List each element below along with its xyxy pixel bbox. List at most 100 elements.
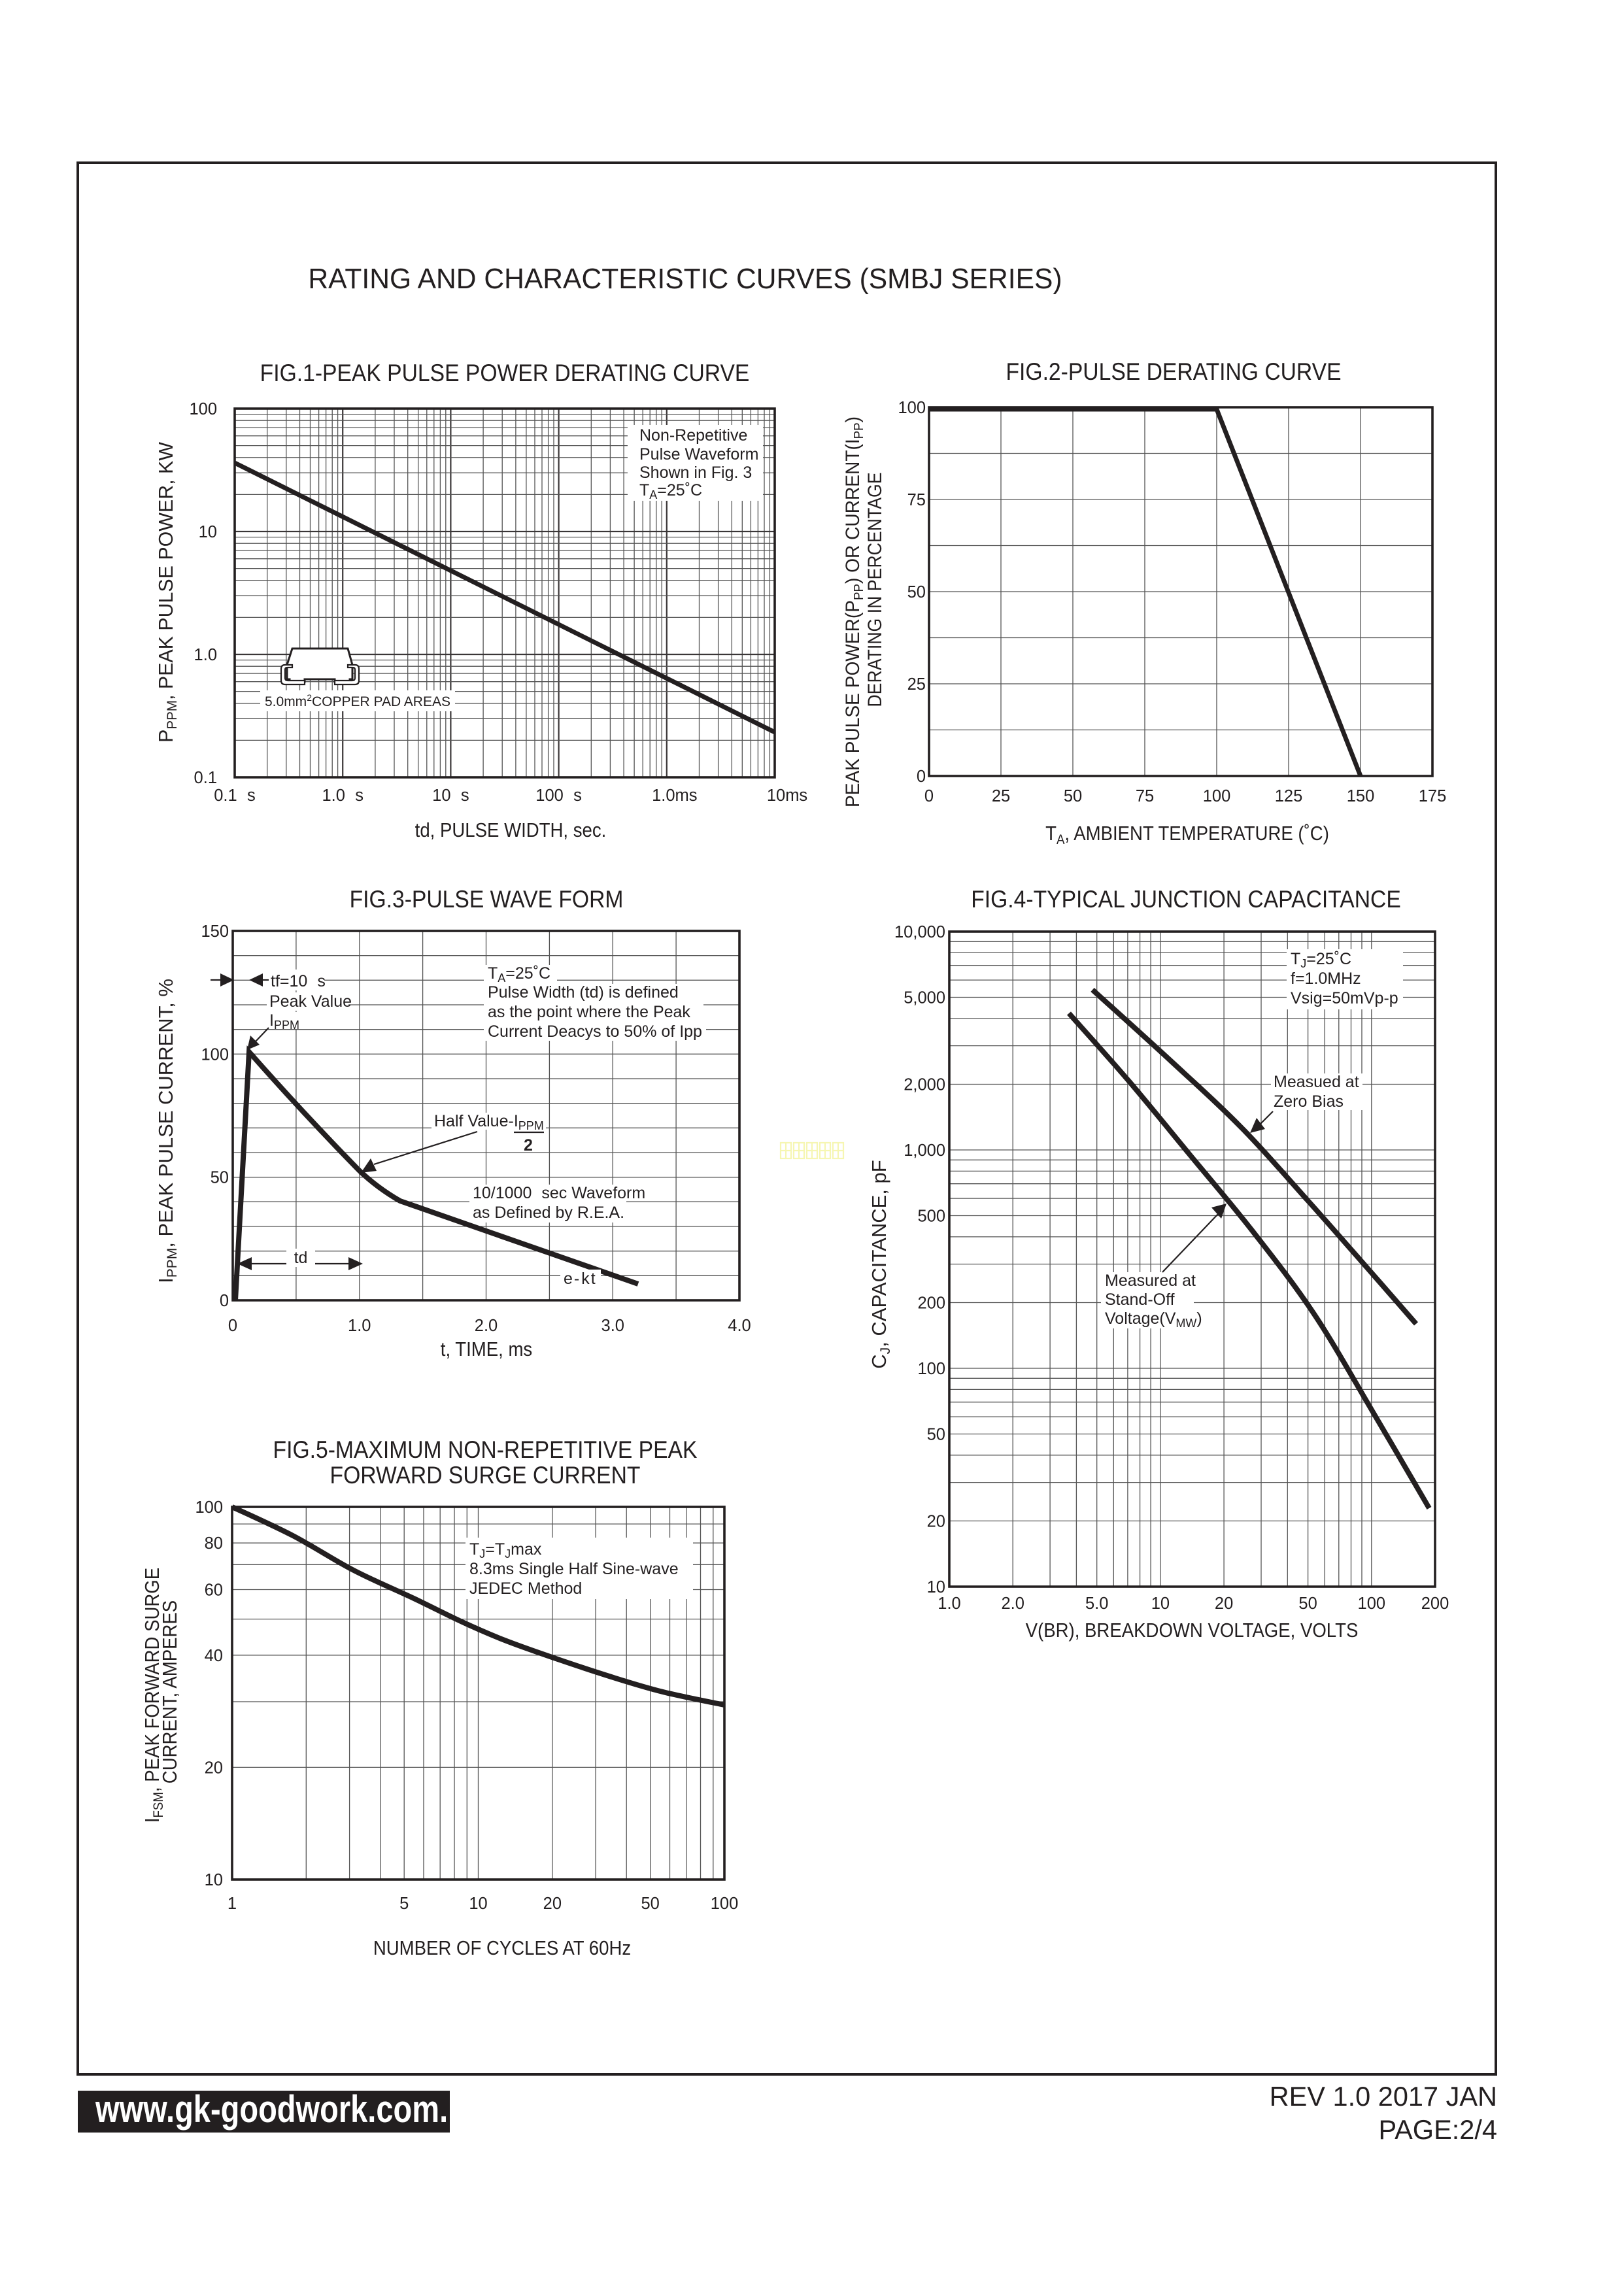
- svg-text:CURRENT, AMPERES: CURRENT, AMPERES: [159, 1600, 182, 1783]
- svg-text:50: 50: [927, 1426, 945, 1444]
- svg-text:20: 20: [205, 1759, 223, 1777]
- svg-text:100: 100: [711, 1895, 739, 1913]
- svg-text:8.3ms Single Half Sine-wave: 8.3ms Single Half Sine-wave: [469, 1560, 679, 1578]
- svg-text:PEAK PULSE POWER(PPP​) OR CURR: PEAK PULSE POWER(PPP​) OR CURRENT(IPP​): [842, 416, 866, 807]
- svg-text:75: 75: [907, 491, 926, 509]
- svg-text:1.0: 1.0: [194, 646, 217, 664]
- svg-text:100: 100: [917, 1360, 945, 1378]
- svg-text:20: 20: [543, 1895, 562, 1913]
- svg-text:10: 10: [199, 523, 217, 541]
- svg-text:1.0 s: 1.0 s: [322, 786, 364, 805]
- svg-text:FORWARD SURGE CURRENT: FORWARD SURGE CURRENT: [330, 1462, 641, 1489]
- svg-text:td: td: [294, 1249, 308, 1267]
- svg-text:5.0mm2​COPPER PAD AREAS: 5.0mm2​COPPER PAD AREAS: [265, 692, 450, 709]
- svg-text:f=1.0MHz: f=1.0MHz: [1291, 970, 1361, 988]
- svg-text:150: 150: [201, 922, 229, 941]
- svg-text:50: 50: [1064, 787, 1082, 805]
- svg-text:TA​=25˚C: TA​=25˚C: [488, 964, 550, 985]
- svg-text:Zero Bias: Zero Bias: [1274, 1092, 1344, 1111]
- svg-text:1.0: 1.0: [938, 1594, 960, 1613]
- svg-text:1,000: 1,000: [904, 1141, 945, 1160]
- svg-text:10: 10: [927, 1578, 945, 1596]
- svg-text:2,000: 2,000: [904, 1075, 945, 1094]
- svg-text:0: 0: [917, 767, 926, 786]
- svg-text:Non-Repetitive: Non-Repetitive: [639, 426, 747, 445]
- svg-text:Measued at: Measued at: [1274, 1073, 1359, 1091]
- svg-text:TJ​=25˚C: TJ​=25˚C: [1291, 950, 1351, 970]
- svg-text:25: 25: [907, 675, 926, 694]
- svg-text:JEDEC Method: JEDEC Method: [469, 1579, 582, 1598]
- svg-text:0: 0: [228, 1317, 237, 1335]
- svg-text:100: 100: [1203, 787, 1231, 805]
- svg-text:1.0ms: 1.0ms: [652, 786, 697, 805]
- svg-text:10ms: 10ms: [767, 786, 807, 805]
- svg-text:200: 200: [917, 1294, 945, 1312]
- svg-text:Pulse Width (td) is defined: Pulse Width (td) is defined: [488, 983, 679, 1002]
- svg-text:10: 10: [205, 1871, 223, 1889]
- svg-text:TA​=25˚C: TA​=25˚C: [639, 481, 702, 501]
- svg-text:Shown in Fig. 3: Shown in Fig. 3: [639, 464, 752, 482]
- svg-text:Current Deacys to 50% of Ipp: Current Deacys to 50% of Ipp: [488, 1022, 702, 1041]
- svg-text:25: 25: [992, 787, 1010, 805]
- svg-text:20: 20: [927, 1512, 945, 1530]
- svg-text:5,000: 5,000: [904, 989, 945, 1007]
- svg-text:5: 5: [399, 1895, 409, 1913]
- svg-text:4.0: 4.0: [728, 1317, 751, 1335]
- svg-text:100 s: 100 s: [535, 786, 582, 805]
- svg-text:1: 1: [228, 1895, 237, 1913]
- svg-text:75: 75: [1136, 787, 1154, 805]
- svg-text:FIG.1-PEAK PULSE POWER DERATIN: FIG.1-PEAK PULSE POWER DERATING CURVE: [260, 360, 750, 387]
- svg-text:CJ​, CAPACITANCE, pF: CJ​, CAPACITANCE, pF: [868, 1160, 893, 1368]
- svg-text:10: 10: [1151, 1594, 1170, 1613]
- svg-text:t, TIME, ms: t, TIME, ms: [441, 1338, 532, 1361]
- svg-text:100: 100: [195, 1498, 223, 1517]
- svg-text:FIG.5-MAXIMUM NON-REPETITIVE P: FIG.5-MAXIMUM NON-REPETITIVE PEAK: [273, 1437, 698, 1464]
- svg-text:www.gk-goodwork.com.: www.gk-goodwork.com.: [95, 2088, 448, 2131]
- svg-text:tf=10 s: tf=10 s: [271, 972, 326, 990]
- svg-text:as Defined by R.E.A.: as Defined by R.E.A.: [473, 1204, 624, 1222]
- svg-text:125: 125: [1275, 787, 1303, 805]
- svg-text:2.0: 2.0: [475, 1317, 498, 1335]
- svg-text:10,000: 10,000: [894, 923, 945, 941]
- svg-text:50: 50: [641, 1895, 659, 1913]
- svg-text:Measured at: Measured at: [1105, 1272, 1196, 1290]
- svg-text:2.0: 2.0: [1001, 1594, 1024, 1613]
- svg-text:40: 40: [205, 1647, 223, 1665]
- svg-text:TA​, AMBIENT TEMPERATURE (˚C): TA​, AMBIENT TEMPERATURE (˚C): [1045, 822, 1329, 848]
- svg-text:0: 0: [220, 1292, 229, 1310]
- svg-text:100: 100: [1358, 1594, 1386, 1613]
- svg-text:V(BR), BREAKDOWN VOLTAGE, VOLT: V(BR), BREAKDOWN VOLTAGE, VOLTS: [1026, 1619, 1359, 1642]
- svg-text:td, PULSE WIDTH, sec.: td, PULSE WIDTH, sec.: [415, 819, 607, 842]
- svg-text:FIG.2-PULSE DERATING CURVE: FIG.2-PULSE DERATING CURVE: [1006, 359, 1341, 386]
- svg-text:50: 50: [907, 583, 926, 601]
- svg-text:PAGE:2/4: PAGE:2/4: [1379, 2114, 1497, 2145]
- svg-text:175: 175: [1419, 787, 1447, 805]
- svg-text:DERATING IN PERCENTAGE: DERATING IN PERCENTAGE: [864, 472, 887, 707]
- svg-text:5.0: 5.0: [1085, 1594, 1108, 1613]
- svg-text:RATING AND CHARACTERISTIC CURV: RATING AND CHARACTERISTIC CURVES (SMBJ S…: [308, 263, 1062, 295]
- svg-text:0.1: 0.1: [194, 769, 217, 787]
- svg-text:2: 2: [524, 1136, 533, 1155]
- svg-text:1.0: 1.0: [348, 1317, 371, 1335]
- svg-text:FIG.4-TYPICAL JUNCTION CAPACIT: FIG.4-TYPICAL JUNCTION CAPACITANCE: [971, 886, 1401, 913]
- svg-text:0.1 s: 0.1 s: [214, 786, 256, 805]
- svg-text:NUMBER OF CYCLES AT 60Hz: NUMBER OF CYCLES AT 60Hz: [373, 1937, 631, 1960]
- svg-text:FIG.3-PULSE WAVE FORM: FIG.3-PULSE WAVE FORM: [350, 886, 624, 913]
- svg-text:150: 150: [1347, 787, 1375, 805]
- svg-text:10/1000 sec Waveform: 10/1000 sec Waveform: [473, 1184, 645, 1202]
- svg-text:Pulse Waveform: Pulse Waveform: [639, 445, 758, 464]
- svg-text:100: 100: [189, 400, 217, 418]
- svg-text:100: 100: [898, 399, 926, 417]
- svg-text:50: 50: [1298, 1594, 1317, 1613]
- svg-text:IFSM​, PEAK FORWARD SURGE: IFSM​, PEAK FORWARD SURGE: [141, 1568, 167, 1823]
- svg-text:60: 60: [205, 1581, 223, 1599]
- svg-text:REV 1.0 2017 JAN: REV 1.0 2017 JAN: [1270, 2081, 1497, 2112]
- svg-text:50: 50: [211, 1169, 229, 1187]
- svg-text:500: 500: [917, 1207, 945, 1226]
- svg-text:80: 80: [205, 1534, 223, 1553]
- svg-text:0: 0: [924, 787, 934, 805]
- svg-text:Vsig=50mVp-p: Vsig=50mVp-p: [1291, 989, 1398, 1007]
- svg-text:as the point where the Peak: as the point where the Peak: [488, 1003, 690, 1021]
- svg-text:200: 200: [1421, 1594, 1449, 1613]
- svg-text:Stand-Off: Stand-Off: [1105, 1290, 1175, 1309]
